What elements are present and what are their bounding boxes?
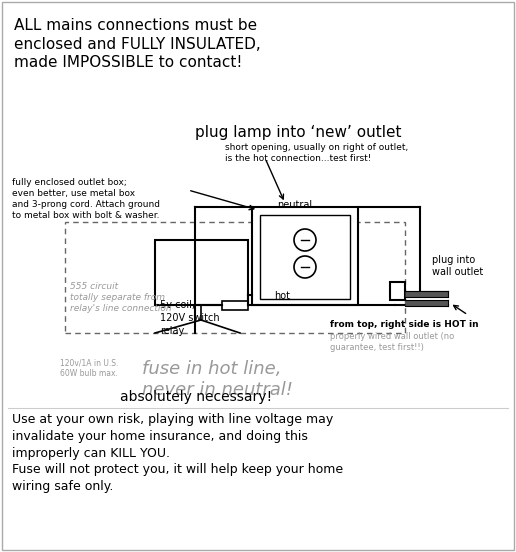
- Circle shape: [294, 256, 316, 278]
- Bar: [260, 215, 350, 299]
- Text: absolutely necessary!: absolutely necessary!: [120, 390, 272, 404]
- Bar: [155, 240, 248, 305]
- Circle shape: [294, 229, 316, 251]
- Bar: [390, 282, 405, 300]
- Text: ALL mains connections must be
enclosed and FULLY INSULATED,
made IMPOSSIBLE to c: ALL mains connections must be enclosed a…: [14, 18, 261, 70]
- Text: 555 circuit
totally separate from
relay's line connection: 555 circuit totally separate from relay'…: [70, 282, 172, 313]
- Bar: [222, 300, 248, 310]
- Text: short opening, usually on right of outlet,
is the hot connection...test first!: short opening, usually on right of outle…: [225, 143, 408, 163]
- Text: plug into
wall outlet: plug into wall outlet: [432, 255, 483, 278]
- Bar: [252, 207, 358, 305]
- Text: fuse in hot line,
never in neutral!: fuse in hot line, never in neutral!: [142, 360, 293, 399]
- Text: 120v/1A in U.S.
60W bulb max.: 120v/1A in U.S. 60W bulb max.: [60, 358, 118, 378]
- Text: properly wired wall outlet (no
guarantee, test first!!): properly wired wall outlet (no guarantee…: [330, 332, 454, 352]
- Text: fully enclosed outlet box;
even better, use metal box
and 3-prong cord. Attach g: fully enclosed outlet box; even better, …: [12, 178, 160, 220]
- Text: 5v coil,
120V switch
relay: 5v coil, 120V switch relay: [160, 300, 220, 336]
- Text: from top, right side is HOT in: from top, right side is HOT in: [330, 320, 479, 329]
- Text: plug lamp into ‘new’ outlet: plug lamp into ‘new’ outlet: [195, 125, 401, 140]
- Bar: [65, 222, 405, 333]
- Text: hot: hot: [274, 291, 290, 301]
- Text: Use at your own risk, playing with line voltage may
invalidate your home insuran: Use at your own risk, playing with line …: [12, 413, 343, 493]
- Text: neutral: neutral: [277, 200, 312, 210]
